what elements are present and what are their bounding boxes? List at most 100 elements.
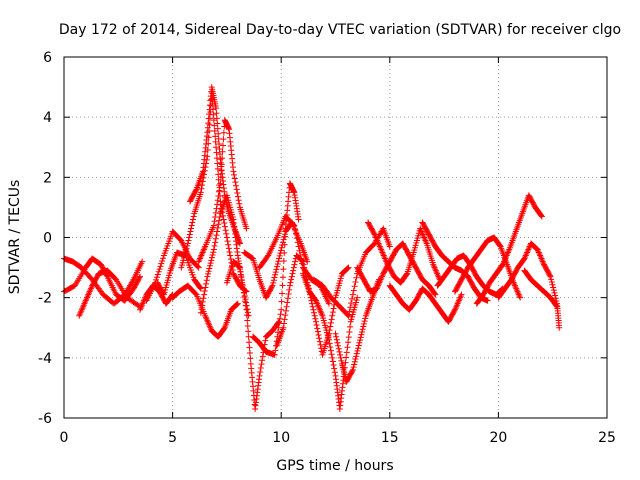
data-point [216,140,223,147]
x-tick-label: 5 [168,430,177,446]
data-point [269,282,276,289]
data-point [354,347,361,354]
data-point [325,300,332,307]
data-point [328,316,335,323]
data-point [272,347,279,354]
data-point [194,263,201,270]
data-point [276,255,283,262]
data-point [329,354,336,361]
data-point [314,325,321,332]
data-point [344,311,351,318]
data-point [211,242,218,249]
data-point [554,303,561,310]
data-point [243,306,250,313]
data-point [550,287,557,294]
data-point [213,115,220,122]
data-point [331,369,338,376]
data-point [360,323,367,330]
data-point [203,277,210,284]
data-point [257,368,264,375]
data-point [329,312,336,319]
data-point [190,213,197,220]
data-point [154,271,161,278]
data-point [336,348,343,355]
data-point [203,280,210,287]
data-point [344,344,351,351]
data-point [232,179,239,186]
data-point [236,263,243,270]
data-point [354,294,361,301]
data-point [299,257,306,264]
data-point [271,274,278,281]
data-point [231,171,238,178]
data-point [291,261,298,268]
axis-ticks [63,56,608,419]
data-point [225,241,232,248]
data-point [277,247,284,254]
data-point [199,182,206,189]
data-point [153,276,160,283]
data-point [346,328,353,335]
data-point [184,240,191,247]
data-point [215,221,222,228]
data-point [309,303,316,310]
data-point [214,228,221,235]
data-point [310,306,317,313]
data-point [268,283,275,290]
data-point [279,290,286,297]
data-point [351,361,358,368]
y-tick-label: -2 [38,291,52,307]
data-point [272,269,279,276]
data-point [288,273,295,280]
data-point [220,129,227,136]
data-point [312,315,319,322]
data-point [160,290,167,297]
data-point [290,264,297,271]
data-point [235,197,242,204]
y-tick-label: 6 [43,50,52,66]
data-point [356,339,363,346]
data-point [240,285,247,292]
data-point [214,201,221,208]
data-point [287,279,294,286]
data-point [214,165,221,172]
data-point [158,260,165,267]
data-point [156,266,163,273]
data-point [327,344,334,351]
data-point [209,251,216,258]
x-axis-label: GPS time / hours [276,458,393,474]
data-point [330,305,337,312]
data-point [345,334,352,341]
data-points [61,84,563,412]
data-point [189,219,196,226]
data-point [220,136,227,143]
data-point [317,341,324,348]
data-point [190,216,197,223]
data-point [204,273,211,280]
data-point [224,238,231,245]
data-point [244,317,251,324]
data-point [214,125,221,132]
data-point [337,351,344,358]
data-point [295,216,302,223]
data-point [153,274,160,281]
data-point [346,308,353,315]
data-point [327,319,334,326]
data-point [234,189,241,196]
data-point [212,138,219,145]
data-point [220,216,227,223]
data-point [186,231,193,238]
data-point [188,222,195,229]
data-point [316,338,323,345]
data-point [362,315,369,322]
data-point [210,222,217,229]
data-point [211,128,218,135]
data-point [314,328,321,335]
data-point [358,328,365,335]
data-point [325,336,332,343]
data-point [348,300,355,307]
data-point [221,325,228,332]
data-point [284,299,291,306]
data-point [195,264,202,271]
data-point [295,243,302,250]
